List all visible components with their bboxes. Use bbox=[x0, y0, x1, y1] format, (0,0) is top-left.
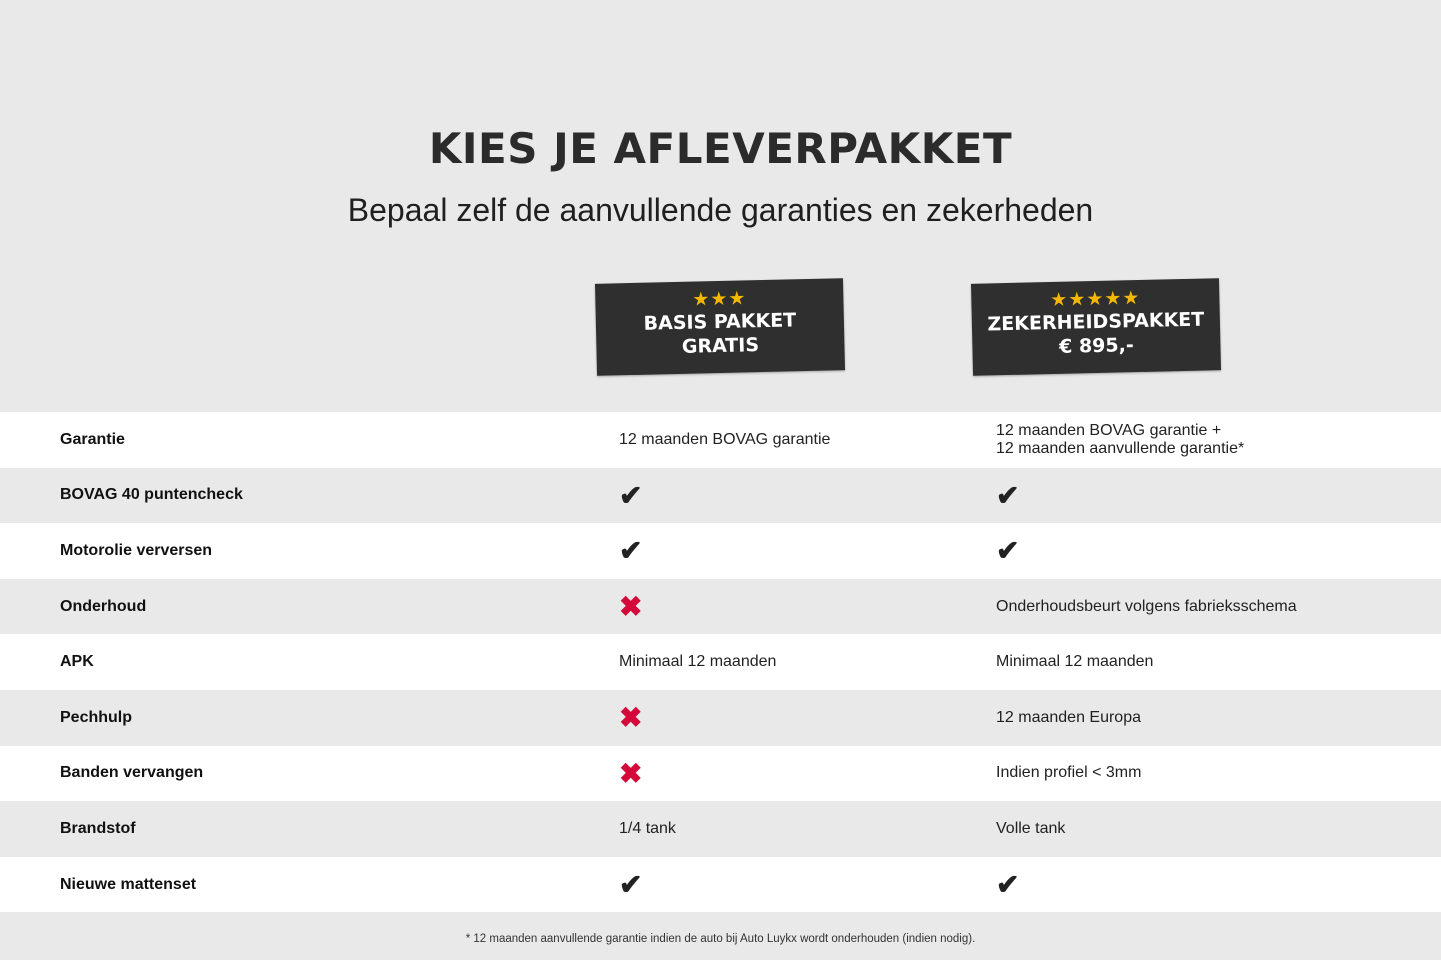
comparison-table: Garantie 12 maanden BOVAG garantie 12 maan… bbox=[0, 412, 1441, 913]
row-label: Banden vervangen bbox=[60, 764, 204, 782]
package-badge-basis: ★★★ BASIS PAKKET GRATIS bbox=[594, 278, 846, 376]
package-badge-zekerheid: ★★★★★ ZEKERHEIDSPAKKET € 895,- bbox=[970, 278, 1222, 376]
cell-icon: ✔ bbox=[619, 468, 642, 524]
checkmark-icon: ✔ bbox=[996, 479, 1020, 511]
cell-text-line: 12 maanden BOVAG garantie + bbox=[996, 421, 1222, 439]
cell-text: Onderhoudsbeurt volgens fabrieksschema bbox=[996, 597, 1297, 615]
row-label: Motorolie verversen bbox=[60, 541, 213, 559]
cell-icon: ✔ bbox=[996, 857, 1416, 913]
cross-icon: ✖ bbox=[619, 757, 643, 789]
checkmark-icon: ✔ bbox=[619, 479, 643, 511]
cross-icon: ✖ bbox=[619, 702, 643, 734]
checkmark-icon: ✔ bbox=[619, 869, 643, 901]
table-row: BOVAG 40 puntencheck ✔ ✔ bbox=[0, 467, 1441, 524]
page-title: KIES JE AFLEVERPAKKET bbox=[428, 124, 1013, 173]
table-row: Onderhoud ✖ Onderhoudsbeurt volgens fabrie… bbox=[0, 578, 1441, 635]
checkmark-icon: ✔ bbox=[619, 535, 643, 567]
row-label: APK bbox=[60, 653, 94, 671]
table-row: Banden vervangen ✖ Indien profiel < 3mm bbox=[0, 745, 1441, 802]
cell-text: Indien profiel < 3mm bbox=[996, 764, 1142, 782]
package-price: GRATIS bbox=[681, 334, 760, 358]
row-label: Pechhulp bbox=[60, 708, 133, 726]
checkmark-icon: ✔ bbox=[996, 535, 1020, 567]
cell-icon: ✖ bbox=[619, 579, 642, 635]
table-row: Brandstof 1/4 tank Volle tank bbox=[0, 801, 1441, 857]
row-label: BOVAG 40 puntencheck bbox=[60, 486, 243, 504]
table-row: Motorolie verversen ✔ ✔ bbox=[0, 523, 1441, 579]
cell-text-line: 12 maanden aanvullende garantie* bbox=[996, 439, 1245, 457]
row-label: Nieuwe mattenset bbox=[60, 875, 197, 893]
cell-text: 12 maanden BOVAG garantie bbox=[619, 430, 831, 448]
table-row: Pechhulp ✖ 12 maanden Europa bbox=[0, 689, 1441, 746]
cell-text: Minimaal 12 maanden bbox=[996, 653, 1154, 671]
cell-text: 12 maanden BOVAG garantie +12 maanden aa… bbox=[996, 412, 1416, 468]
cross-icon: ✖ bbox=[619, 591, 643, 623]
row-label: Garantie bbox=[60, 430, 125, 448]
cell-icon: ✔ bbox=[996, 468, 1416, 524]
cell-icon: ✔ bbox=[996, 523, 1416, 579]
table-row: APK Minimaal 12 maanden Minimaal 12 maande… bbox=[0, 634, 1441, 690]
row-label: Brandstof bbox=[60, 819, 136, 837]
cell-icon: ✖ bbox=[619, 746, 642, 802]
cell-text: Volle tank bbox=[996, 819, 1066, 837]
cell-icon: ✖ bbox=[619, 690, 642, 746]
page-subtitle: Bepaal zelf de aanvullende garanties en … bbox=[347, 192, 1094, 228]
table-row: Garantie 12 maanden BOVAG garantie 12 maan… bbox=[0, 412, 1441, 468]
checkmark-icon: ✔ bbox=[996, 869, 1020, 901]
footnote: * 12 maanden aanvullende garantie indien… bbox=[465, 933, 976, 945]
table-row: Nieuwe mattenset ✔ ✔ bbox=[0, 856, 1441, 913]
cell-text: 12 maanden Europa bbox=[996, 708, 1141, 726]
cell-icon: ✔ bbox=[619, 523, 642, 579]
cell-text: 1/4 tank bbox=[619, 819, 676, 837]
row-label: Onderhoud bbox=[60, 597, 147, 615]
cell-text: Minimaal 12 maanden bbox=[619, 653, 777, 671]
cell-icon: ✔ bbox=[619, 857, 642, 913]
